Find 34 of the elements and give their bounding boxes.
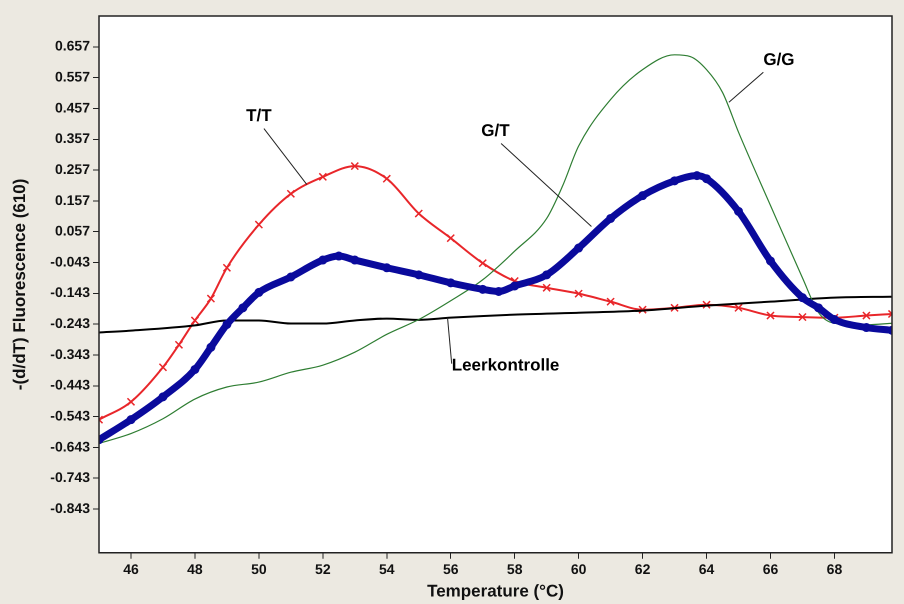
- x-tick-label: 50: [251, 561, 267, 578]
- x-tick-label: 54: [378, 561, 395, 578]
- x-tick-label: 60: [570, 561, 587, 578]
- y-tick-label: 0.157: [54, 192, 90, 208]
- x-tick-label: 62: [634, 561, 651, 578]
- y-tick-label: 0.257: [54, 160, 90, 177]
- y-tick-label: -0.843: [50, 500, 90, 516]
- x-tick-label: 68: [826, 561, 842, 578]
- y-tick-label: -0.043: [50, 253, 90, 270]
- annotation: Leerkontrolle: [452, 355, 560, 374]
- y-tick-label: 0.657: [54, 38, 90, 54]
- y-tick-label: 0.457: [54, 99, 90, 116]
- y-tick-label: -0.343: [50, 346, 90, 362]
- x-tick-label: 56: [442, 561, 459, 578]
- y-tick-label: 0.357: [54, 130, 90, 146]
- y-tick-label: -0.643: [50, 438, 90, 454]
- x-tick-label: 66: [762, 561, 778, 578]
- annotation: T/T: [246, 106, 272, 126]
- x-axis-title: Temperature (°C): [427, 581, 564, 600]
- x-tick-label: 64: [698, 561, 715, 578]
- y-tick-label: -0.743: [50, 469, 90, 486]
- annotation: G/T: [481, 121, 510, 140]
- x-tick-label: 48: [187, 561, 203, 578]
- x-tick-label: 52: [315, 561, 331, 578]
- x-tick-label: 58: [506, 561, 523, 578]
- y-tick-label: -0.443: [50, 376, 90, 393]
- y-tick-label: -0.143: [50, 284, 90, 300]
- y-tick-label: -0.543: [50, 407, 90, 424]
- y-tick-label: 0.557: [54, 68, 90, 84]
- y-tick-label: -0.243: [50, 315, 90, 332]
- x-tick-label: 46: [123, 561, 139, 578]
- y-tick-label: 0.057: [54, 222, 90, 239]
- y-axis-title: -(d/dT) Fluorescence (610): [10, 178, 29, 390]
- annotation: G/G: [763, 50, 795, 69]
